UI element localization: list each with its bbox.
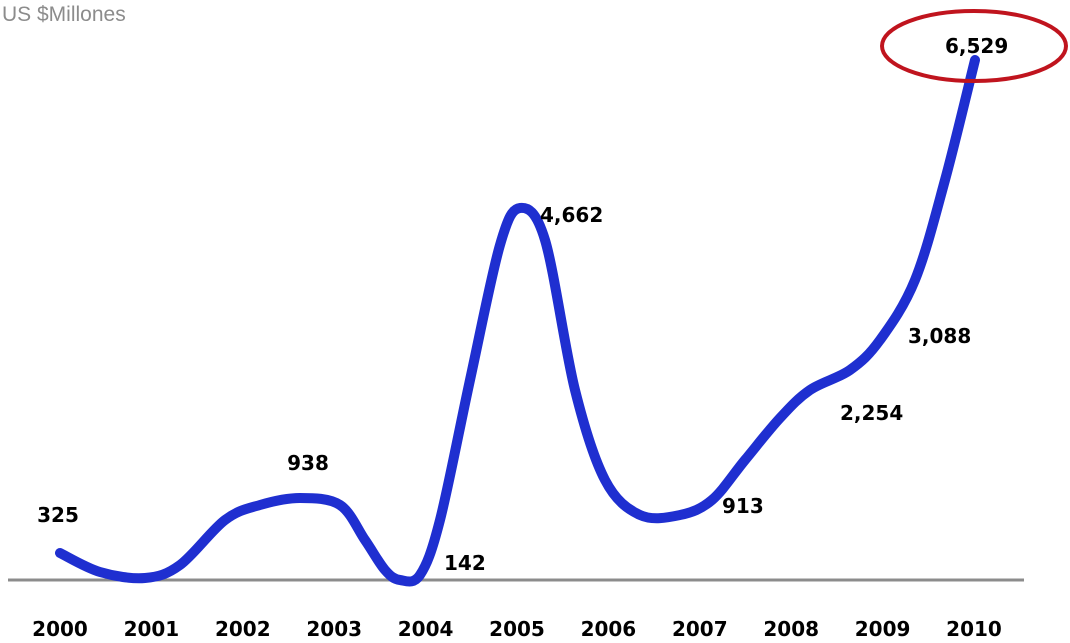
data-labels: 325 938 142 4,662 913 2,254 3,088 6,529 [37,34,1008,575]
x-tick-label: 2007 [672,617,728,641]
x-tick-label: 2005 [489,617,545,641]
x-tick-label: 2003 [306,617,362,641]
series-line [55,55,980,587]
x-tick-labels: 2000 2001 2002 2003 2004 2005 2006 2007 2008 2009… [32,617,1002,641]
x-tick-label: 2010 [946,617,1002,641]
data-label: 6,529 [945,34,1008,58]
x-tick-label: 2009 [855,617,911,641]
data-label: 2,254 [840,401,903,425]
data-label: 4,662 [540,203,603,227]
x-tick-label: 2000 [32,617,88,641]
data-label: 142 [444,551,486,575]
data-label: 3,088 [908,324,971,348]
highlight-ellipse [880,9,1068,83]
x-tick-label: 2008 [763,617,819,641]
x-tick-label: 2002 [215,617,271,641]
data-label: 325 [37,503,79,527]
data-label: 913 [722,494,764,518]
x-tick-label: 2004 [398,617,454,641]
unit-label: US $Millones [2,3,126,26]
data-label: 938 [287,451,329,475]
x-tick-label: 2006 [581,617,637,641]
x-tick-label: 2001 [124,617,180,641]
